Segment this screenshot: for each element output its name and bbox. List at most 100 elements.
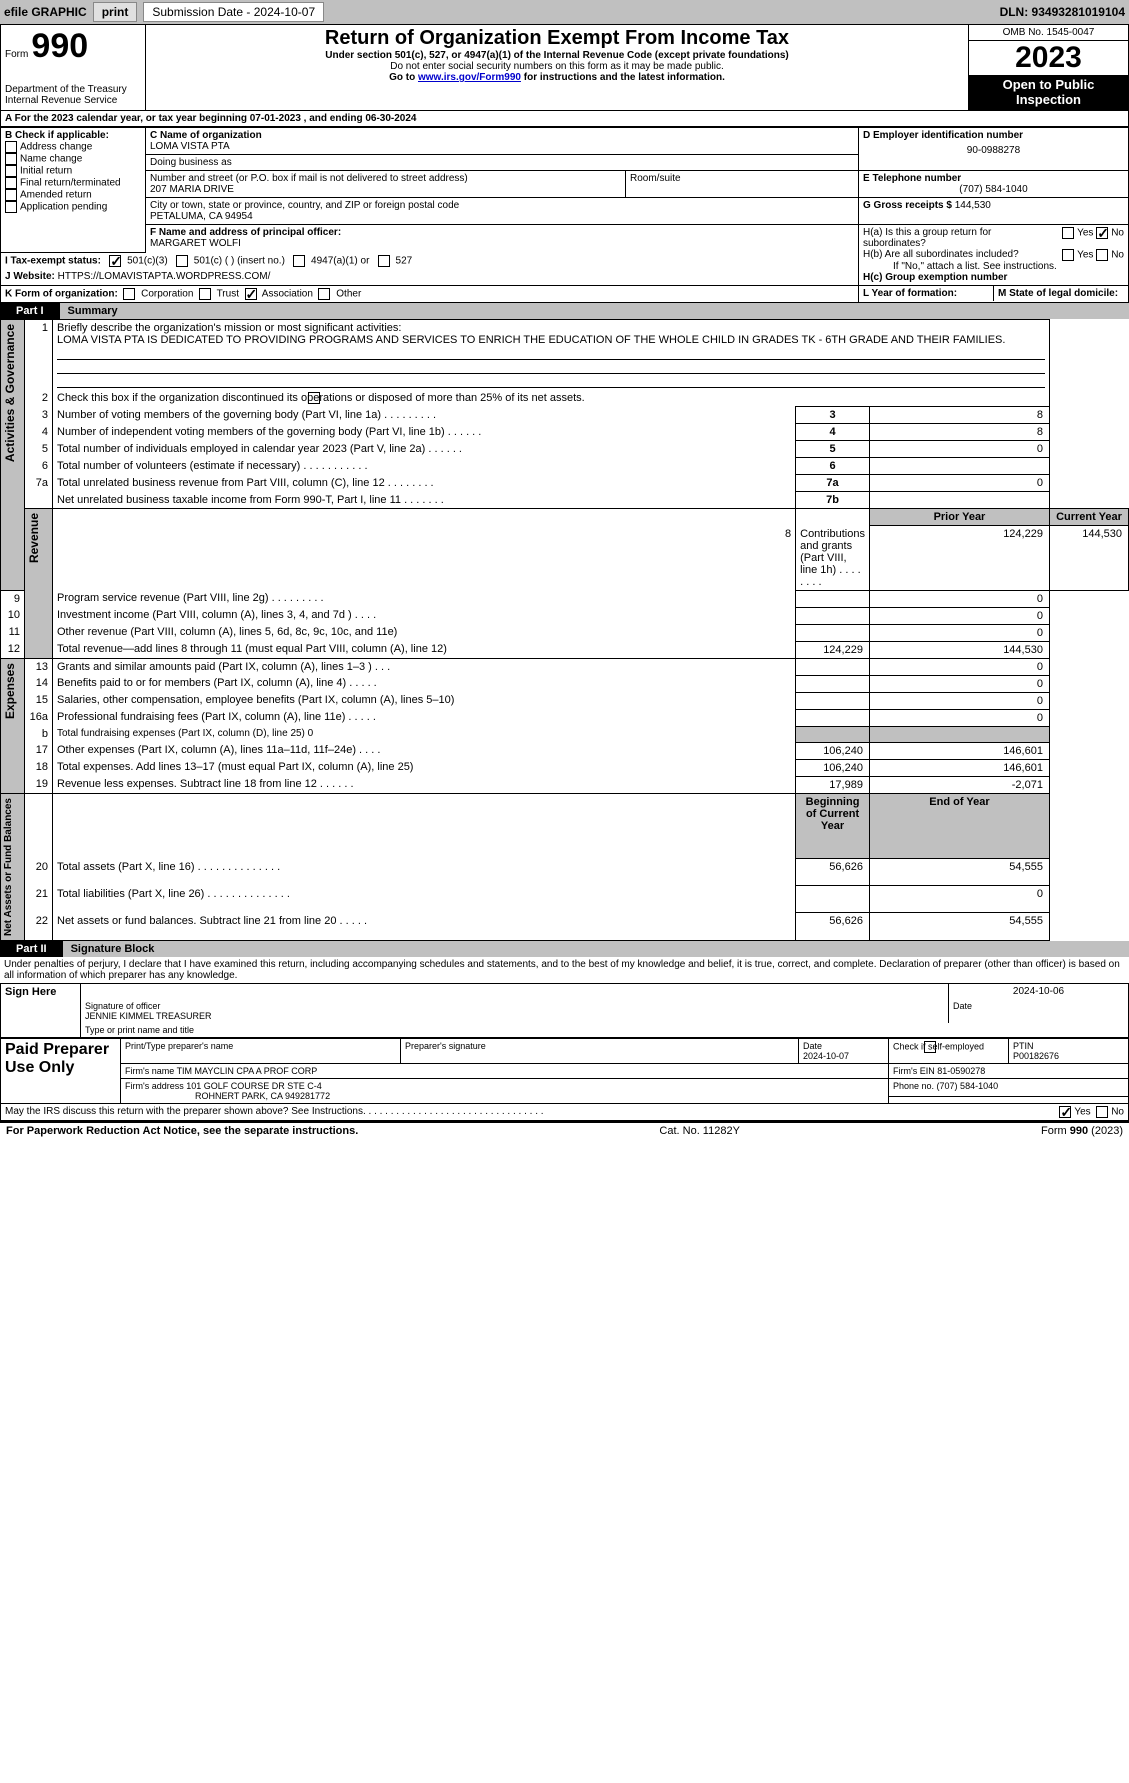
chk-initial-return[interactable]: Initial return: [5, 165, 141, 177]
box-j-label: J Website:: [5, 271, 58, 282]
type-name-label: Type or print name and title: [81, 1023, 1129, 1038]
chk-4947[interactable]: [293, 255, 305, 267]
ptin-value: P00182676: [1013, 1051, 1059, 1061]
line-20-text: Total assets (Part X, line 16) . . . . .…: [53, 859, 796, 886]
chk-amended-return[interactable]: Amended return: [5, 189, 141, 201]
signature-block: Sign Here 2024-10-06 Signature of office…: [0, 983, 1129, 1038]
part2-tab: Part II: [0, 941, 63, 957]
catalog-number: Cat. No. 11282Y: [659, 1125, 740, 1137]
officer-name: JENNIE KIMMEL TREASURER: [85, 1011, 944, 1021]
mission-text: LOMA VISTA PTA IS DEDICATED TO PROVIDING…: [57, 334, 1005, 346]
chk-corporation[interactable]: [123, 288, 135, 300]
city-label: City or town, state or province, country…: [150, 200, 854, 211]
ssn-warning: Do not enter social security numbers on …: [150, 61, 964, 72]
line-5-value: 0: [869, 441, 1049, 458]
section-governance: Activities & Governance: [1, 320, 19, 466]
line-6-text: Total number of volunteers (estimate if …: [53, 458, 796, 475]
box-k-label: K Form of organization:: [5, 289, 118, 300]
print-button[interactable]: print: [93, 2, 138, 22]
line-13-prior: [796, 658, 870, 675]
box-e-label: E Telephone number: [863, 173, 1124, 184]
preparer-sig-label: Preparer's signature: [401, 1038, 799, 1063]
line-19-current: -2,071: [869, 776, 1049, 793]
dept-treasury: Department of the Treasury: [5, 84, 141, 95]
chk-application-pending[interactable]: Application pending: [5, 201, 141, 213]
box-b-label: B Check if applicable:: [5, 130, 141, 141]
chk-other[interactable]: [318, 288, 330, 300]
room-suite-label: Room/suite: [626, 171, 859, 198]
line-7a-text: Total unrelated business revenue from Pa…: [53, 475, 796, 492]
h-b-row: H(b) Are all subordinates included? Yes …: [863, 249, 1124, 261]
principal-officer: MARGARET WOLFI: [150, 238, 854, 249]
goto-prefix: Go to: [389, 72, 418, 83]
line-5-text: Total number of individuals employed in …: [53, 441, 796, 458]
chk-name-change[interactable]: Name change: [5, 153, 141, 165]
telephone-value: (707) 584-1040: [863, 184, 1124, 195]
city-value: PETALUMA, CA 94954: [150, 211, 854, 222]
line-9-prior: [796, 590, 870, 607]
date-label: Date: [949, 999, 1129, 1023]
chk-address-change[interactable]: Address change: [5, 141, 141, 153]
line-20-prior: 56,626: [796, 859, 870, 886]
goto-line: Go to www.irs.gov/Form990 for instructio…: [150, 72, 964, 83]
box-f-label: F Name and address of principal officer:: [150, 227, 854, 238]
sign-here-label: Sign Here: [1, 983, 81, 1037]
line-8-text: Contributions and grants (Part VIII, lin…: [796, 526, 870, 591]
chk-discuss-no[interactable]: [1096, 1106, 1108, 1118]
firm-name: TIM MAYCLIN CPA A PROF CORP: [177, 1066, 318, 1076]
line-11-current: 0: [869, 624, 1049, 641]
line-14-text: Benefits paid to or for members (Part IX…: [53, 675, 796, 692]
section-expenses: Expenses: [1, 659, 19, 723]
chk-self-employed[interactable]: [924, 1041, 936, 1053]
line-15-text: Salaries, other compensation, employee b…: [53, 692, 796, 709]
chk-527[interactable]: [378, 255, 390, 267]
h-b-note: If "No," attach a list. See instructions…: [863, 261, 1124, 272]
chk-discontinued[interactable]: [308, 392, 320, 404]
line-21-current: 0: [869, 886, 1049, 913]
discuss-question: May the IRS discuss this return with the…: [5, 1106, 366, 1117]
line-22-current: 54,555: [869, 913, 1049, 940]
line-1-num: 1: [25, 320, 53, 391]
chk-501c[interactable]: [176, 255, 188, 267]
dln: DLN: 93493281019104: [1000, 5, 1125, 19]
form-title: Return of Organization Exempt From Incom…: [150, 27, 964, 50]
website-value: HTTPS://LOMAVISTAPTA.WORDPRESS.COM/: [58, 271, 271, 282]
irs-link[interactable]: www.irs.gov/Form990: [418, 72, 521, 83]
line-10-prior: [796, 607, 870, 624]
line-16b-text: Total fundraising expenses (Part IX, col…: [53, 726, 796, 742]
chk-discuss-yes[interactable]: [1059, 1106, 1071, 1118]
form-header: Form 990 Department of the Treasury Inte…: [0, 24, 1129, 110]
line-7b-value: [869, 492, 1049, 509]
line-4-value: 8: [869, 424, 1049, 441]
line-10-current: 0: [869, 607, 1049, 624]
tax-year: 2023: [969, 41, 1128, 75]
form-number: 990: [31, 27, 88, 65]
goto-suffix: for instructions and the latest informat…: [521, 72, 725, 83]
gross-receipts-value: 144,530: [955, 200, 991, 211]
line-17-prior: 106,240: [796, 742, 870, 759]
part1-body: Activities & Governance 1 Briefly descri…: [0, 319, 1129, 941]
line-14-current: 0: [869, 675, 1049, 692]
irs-label: Internal Revenue Service: [5, 95, 141, 106]
line-2-text: Check this box if the organization disco…: [53, 390, 1050, 407]
line-10-text: Investment income (Part VIII, column (A)…: [53, 607, 796, 624]
line-8-prior: 124,229: [869, 526, 1049, 591]
line-19-text: Revenue less expenses. Subtract line 18 …: [53, 776, 796, 793]
chk-trust[interactable]: [199, 288, 211, 300]
chk-association[interactable]: [245, 288, 257, 300]
paid-preparer-block: Paid Preparer Use Only Print/Type prepar…: [0, 1038, 1129, 1121]
open-inspection: Open to Public Inspection: [969, 75, 1128, 109]
part1-title: Summary: [60, 303, 1129, 319]
firm-address-1: 101 GOLF COURSE DR STE C-4: [186, 1081, 322, 1091]
form-word: Form: [5, 49, 28, 60]
part2-title: Signature Block: [63, 941, 1129, 957]
chk-final-return[interactable]: Final return/terminated: [5, 177, 141, 189]
h-c-label: H(c) Group exemption number: [863, 272, 1124, 283]
tax-period: A For the 2023 calendar year, or tax yea…: [1, 111, 1129, 127]
line-11-text: Other revenue (Part VIII, column (A), li…: [53, 624, 796, 641]
chk-501c3[interactable]: [109, 255, 121, 267]
top-bar: efile GRAPHIC print Submission Date - 20…: [0, 0, 1129, 24]
line-15-current: 0: [869, 692, 1049, 709]
line-16a-current: 0: [869, 709, 1049, 726]
section-revenue: Revenue: [25, 509, 43, 567]
